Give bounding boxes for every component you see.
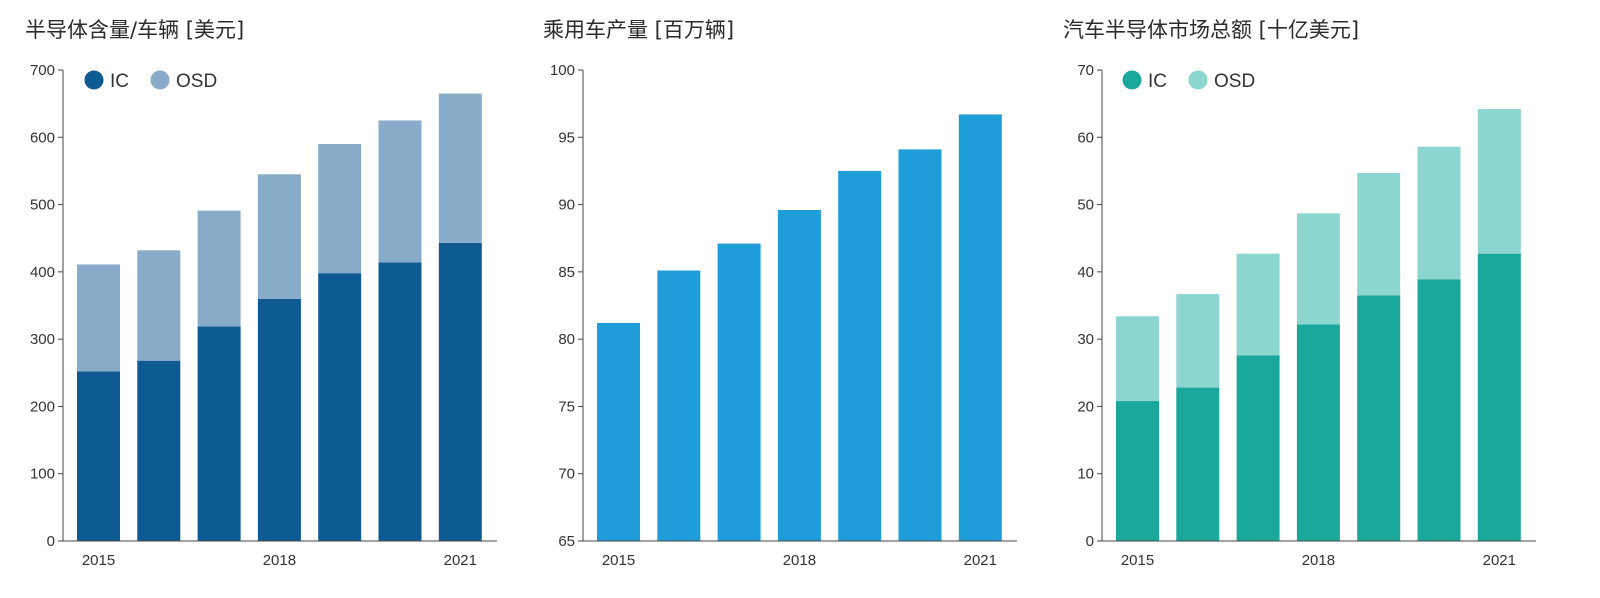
chart-1-title: 半导体含量/车辆 [美元] (25, 18, 245, 42)
bar-osd-2021 (438, 93, 482, 243)
legend-swatch-osd (1188, 70, 1208, 90)
y-tick-label: 100 (30, 466, 55, 483)
bar-ic-2020 (378, 262, 422, 541)
bar-osd-2016 (1176, 294, 1220, 388)
bar-value-2016 (657, 270, 701, 541)
bar-ic-2021 (438, 242, 482, 541)
bar-osd-2021 (1477, 109, 1521, 254)
bar-osd-2016 (137, 250, 181, 361)
bar-ic-2018 (257, 298, 301, 541)
bar-osd-2017 (1236, 253, 1280, 356)
bar-ic-2016 (1176, 387, 1220, 541)
y-tick-label: 70 (1077, 62, 1094, 79)
chart-1: 0 100 200 300 400 500 600 700 2015 2018 2021 IC OSD (30, 62, 497, 569)
x-tick-label: 2021 (444, 552, 477, 569)
y-tick-label: 200 (30, 398, 55, 415)
y-tick-label: 10 (1077, 466, 1094, 483)
y-tick-label: 85 (558, 264, 575, 281)
y-tick-label: 20 (1077, 398, 1094, 415)
bar-ic-2020 (1417, 279, 1461, 541)
x-tick-label: 2015 (602, 552, 635, 569)
y-tick-label: 0 (1086, 533, 1094, 550)
x-tick-label: 2015 (1121, 552, 1154, 569)
legend-label-osd: OSD (176, 71, 217, 92)
y-tick-label: 0 (47, 533, 55, 550)
y-tick-label: 75 (558, 398, 575, 415)
x-tick-label: 2018 (263, 552, 296, 569)
legend-label-ic: IC (1148, 71, 1167, 92)
bar-ic-2019 (318, 273, 362, 541)
bar-osd-2020 (1417, 146, 1461, 280)
bar-osd-2019 (1357, 172, 1401, 296)
y-tick-label: 65 (558, 533, 575, 550)
bar-ic-2017 (197, 326, 241, 541)
y-tick-label: 30 (1077, 331, 1094, 348)
bar-ic-2019 (1357, 295, 1401, 541)
bar-value-2021 (958, 114, 1002, 541)
bar-value-2017 (717, 243, 761, 541)
x-tick-label: 2021 (964, 552, 997, 569)
bar-osd-2017 (197, 210, 241, 327)
x-tick-label: 2018 (783, 552, 816, 569)
bar-value-2018 (777, 209, 821, 541)
y-tick-label: 50 (1077, 197, 1094, 214)
bar-osd-2015 (1116, 316, 1159, 402)
legend-label-ic: IC (110, 71, 129, 92)
y-tick-label: 40 (1077, 264, 1094, 281)
bar-ic-2015 (1116, 401, 1159, 541)
bar-ic-2021 (1477, 253, 1521, 541)
x-tick-label: 2018 (1302, 552, 1335, 569)
bar-value-2015 (597, 322, 640, 541)
y-tick-label: 70 (558, 466, 575, 483)
bar-ic-2017 (1236, 355, 1280, 541)
chart-3-title: 汽车半导体市场总额 [十亿美元] (1063, 18, 1360, 42)
bar-osd-2018 (257, 174, 301, 299)
legend-swatch-osd (150, 70, 170, 90)
legend-swatch-ic (84, 70, 104, 90)
y-tick-label: 600 (30, 129, 55, 146)
legend-label-osd: OSD (1214, 71, 1255, 92)
bar-value-2019 (838, 170, 882, 541)
bar-osd-2020 (378, 120, 422, 263)
chart-2: 65 70 75 80 85 90 95 100 2015 2018 2021 (550, 62, 1017, 569)
y-tick-label: 700 (30, 62, 55, 79)
chart-3: 0 10 20 30 40 50 60 70 2015 2018 2021 IC OSD (1077, 62, 1536, 569)
y-tick-label: 300 (30, 331, 55, 348)
y-tick-label: 60 (1077, 129, 1094, 146)
bar-ic-2016 (137, 360, 181, 541)
x-tick-label: 2015 (82, 552, 115, 569)
y-tick-label: 80 (558, 331, 575, 348)
x-tick-label: 2021 (1483, 552, 1516, 569)
bar-osd-2019 (318, 144, 362, 274)
legend-swatch-ic (1122, 70, 1142, 90)
bar-osd-2015 (77, 264, 120, 372)
bar-ic-2015 (77, 371, 120, 541)
bar-osd-2018 (1296, 213, 1340, 325)
bar-ic-2018 (1296, 324, 1340, 541)
bar-value-2020 (898, 149, 942, 541)
chart-2-title: 乘用车产量 [百万辆] (543, 18, 735, 42)
y-tick-label: 90 (558, 197, 575, 214)
y-tick-label: 95 (558, 129, 575, 146)
y-tick-label: 500 (30, 197, 55, 214)
y-tick-label: 100 (550, 62, 575, 79)
y-tick-label: 400 (30, 264, 55, 281)
